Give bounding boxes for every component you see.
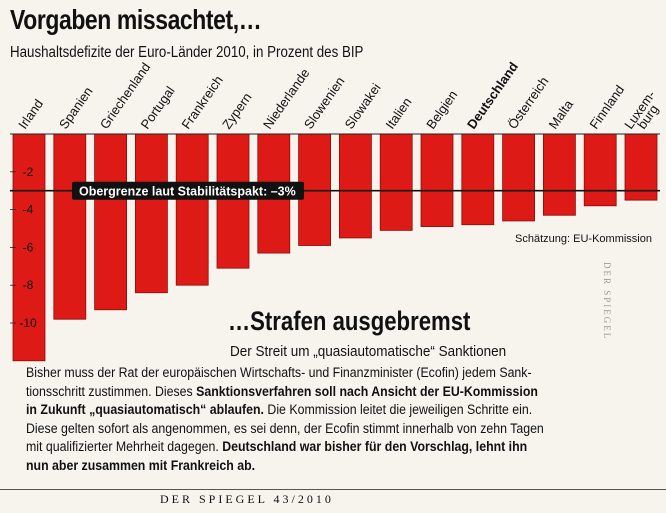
y-tick-label: -4	[23, 203, 34, 217]
article-line: nun aber zusammen mit Frankreich ab.	[26, 457, 635, 476]
category-label: Finnland	[586, 82, 627, 131]
footer-divider	[0, 489, 666, 490]
article-bold-text: Deutschland war bisher für den Vorschlag…	[222, 439, 528, 456]
watermark: DER SPIEGEL	[602, 262, 612, 341]
article-bold-text: nun aber zusammen mit Frankreich ab.	[26, 457, 256, 474]
bar-portugal	[134, 133, 168, 294]
y-tick-label: -8	[23, 278, 34, 292]
bar-slowakei	[338, 133, 372, 239]
chart-subtitle: Haushaltsdefizite der Euro-Länder 2010, …	[10, 44, 364, 61]
threshold-label-box	[72, 181, 304, 200]
bar-spanien	[53, 133, 87, 320]
article-subheadline: Der Streit um „quasiautomatische“ Sankti…	[230, 343, 507, 360]
article-line: in Zukunft „quasiautomatisch“ ablaufen. …	[26, 401, 635, 420]
source-annotation: Schätzung: EU-Kommission	[515, 233, 652, 245]
bar-zypern	[216, 133, 250, 269]
chart-title: Vorgaben missachtet,…	[10, 4, 262, 35]
category-label: Irland	[15, 96, 46, 131]
y-tick-label: -10	[19, 316, 37, 330]
article-bold-text: in Zukunft „quasiautomatisch“ ablaufen.	[26, 402, 264, 419]
bar-irland	[12, 133, 46, 362]
article-text: Diese gelten sofort als angenommen, es s…	[26, 420, 544, 437]
category-label: Portugal	[138, 83, 178, 131]
threshold-label: Obergrenze laut Stabilitätspakt: –3%	[79, 185, 296, 199]
category-label: Slowakei	[342, 80, 384, 131]
category-label: Spanien	[56, 84, 96, 132]
article-text: Die Kommission leitet die jeweiligen Sch…	[263, 402, 533, 419]
category-label: Malta	[546, 96, 577, 131]
article-line: Diese gelten sofort als angenommen, es s…	[26, 420, 635, 439]
article-body: Bisher muss der Rat der europäischen Wir…	[26, 364, 635, 476]
bar-belgien	[420, 133, 454, 228]
bar-luxemburg	[624, 133, 658, 201]
page-footer: DER SPIEGEL 43/2010	[160, 492, 334, 506]
article-line: tionsschritt zustimmen. Dieses Sanktions…	[26, 383, 635, 402]
article-line: Bisher muss der Rat der europäischen Wir…	[26, 364, 635, 383]
article-text: Bisher muss der Rat der europäischen Wir…	[26, 365, 532, 381]
article-text: tionsschritt zustimmen. Dieses	[26, 383, 197, 400]
y-tick-label: -2	[23, 165, 34, 179]
bar-italien	[379, 133, 413, 231]
y-tick-label: -6	[23, 240, 34, 254]
category-label: Italien	[382, 95, 414, 132]
bar-frankreich	[175, 133, 209, 286]
article-bold-text: Sanktionsverfahren soll nach Ansicht der…	[196, 383, 538, 400]
bar-deutschland	[461, 133, 495, 226]
article-text: mit qualifizierter Mehrheit dagegen.	[26, 439, 223, 456]
category-label: Belgien	[423, 88, 460, 132]
bar-malta	[543, 133, 576, 216]
article-headline: …Strafen ausgebremst	[228, 306, 471, 336]
bar-finnland	[583, 133, 617, 207]
article-line: mit qualifizierter Mehrheit dagegen. Deu…	[26, 438, 635, 457]
bar-griechenland	[94, 133, 127, 311]
category-label: Zypern	[219, 90, 254, 132]
bar-österreich	[502, 133, 536, 222]
